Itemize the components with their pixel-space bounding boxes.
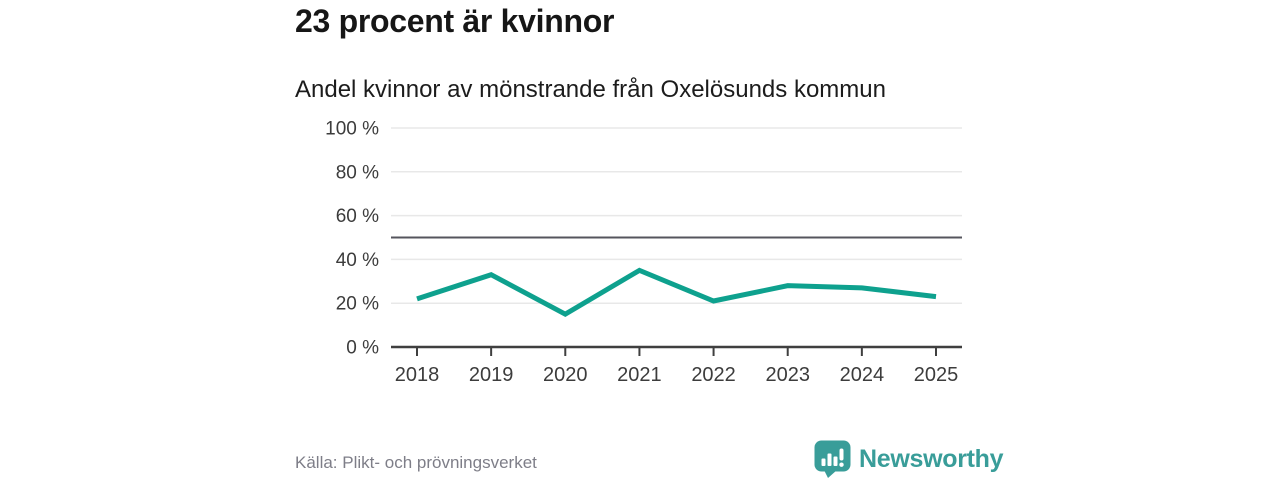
x-tick-label: 2018 (395, 364, 440, 386)
bar-chart-glyph (821, 448, 844, 467)
x-tick-label: 2019 (469, 364, 514, 386)
x-tick-label: 2023 (765, 364, 810, 386)
x-tick-label: 2020 (543, 364, 588, 386)
x-tick-label: 2025 (914, 364, 959, 386)
source-caption: Källa: Plikt- och prövningsverket (295, 453, 537, 472)
bar-chart-speech-bubble-icon (814, 440, 851, 478)
y-tick-label: 40 % (336, 250, 379, 271)
y-tick-label: 0 % (346, 338, 379, 359)
y-tick-label: 80 % (336, 162, 379, 183)
x-tick-label: 2021 (617, 364, 662, 386)
brand-name: Newsworthy (859, 444, 1004, 473)
data-line-andel-kvinnor (416, 267, 937, 318)
y-tick-label: 100 % (325, 119, 379, 140)
x-tick-label: 2022 (691, 364, 736, 386)
x-tick-label: 2024 (840, 364, 885, 386)
chart-title: 23 procent är kvinnor (295, 3, 615, 39)
y-tick-label: 60 % (336, 206, 379, 227)
y-tick-label: 20 % (336, 294, 379, 315)
chart-subtitle: Andel kvinnor av mönstrande från Oxelösu… (295, 76, 886, 103)
newsworthy-logo: Newsworthy (814, 440, 1004, 478)
speech-bubble-shape (814, 440, 851, 478)
